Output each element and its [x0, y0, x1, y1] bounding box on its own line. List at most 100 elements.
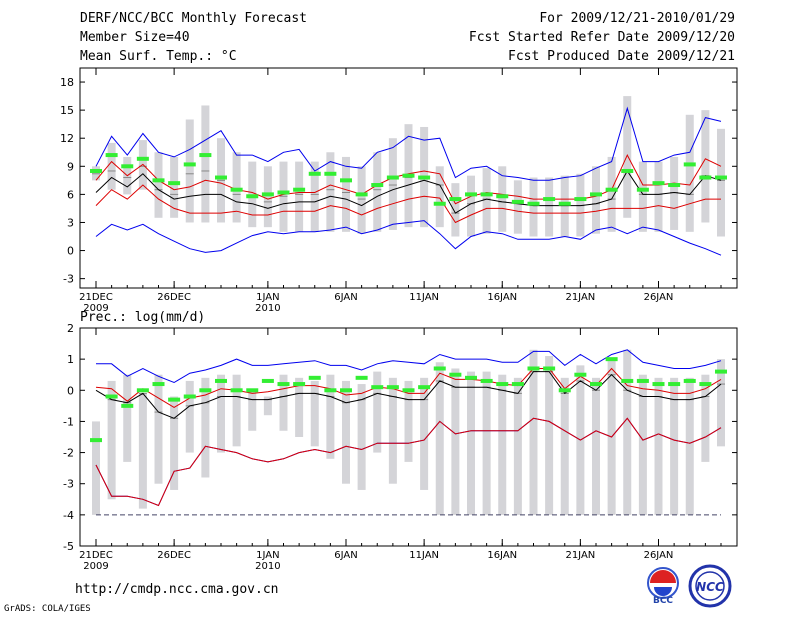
obs-marker	[683, 378, 696, 383]
ensemble-box	[435, 362, 444, 515]
x-tick-label: 21DEC	[79, 292, 113, 303]
y-tick-label: -1	[63, 415, 74, 428]
ensemble-box	[513, 180, 522, 234]
obs-marker	[230, 187, 243, 192]
x-tick-label: 1JAN	[256, 550, 279, 561]
obs-marker	[574, 372, 587, 377]
obs-marker	[199, 153, 212, 158]
ensemble-box	[342, 156, 350, 232]
ensemble-box	[498, 374, 507, 515]
ensemble-box	[638, 161, 647, 232]
obs-marker	[136, 388, 149, 393]
ensemble-box	[420, 377, 429, 490]
obs-marker	[558, 388, 571, 393]
obs-marker	[215, 378, 227, 383]
obs-marker	[496, 382, 509, 387]
x-tick-label: 11JAN	[409, 550, 439, 561]
y-tick-label: -2	[63, 447, 74, 460]
obs-marker	[340, 388, 352, 393]
series-upper-line	[95, 184, 721, 224]
ensemble-box	[670, 377, 679, 515]
obs-marker	[636, 378, 649, 383]
obs-marker	[590, 382, 602, 387]
ensemble-box	[357, 166, 366, 234]
obs-marker	[230, 388, 243, 393]
obs-marker	[683, 162, 696, 167]
obs-marker	[433, 201, 446, 206]
variable-label: Mean Surf. Temp.: °C	[80, 49, 237, 64]
obs-marker	[668, 183, 681, 188]
ensemble-box	[185, 380, 194, 453]
ensemble-box	[545, 356, 554, 515]
obs-marker	[261, 378, 274, 383]
obs-marker	[90, 438, 102, 443]
obs-marker	[355, 192, 368, 197]
obs-marker	[105, 153, 118, 158]
obs-marker	[246, 388, 259, 393]
y-tick-label: 15	[60, 104, 74, 117]
obs-marker	[480, 192, 493, 197]
ensemble-box	[529, 177, 538, 237]
x-tick-year-label: 2010	[255, 561, 280, 572]
ensemble-box	[295, 161, 304, 232]
x-tick-label: 6JAN	[334, 550, 357, 561]
ensemble-box	[701, 374, 710, 462]
obs-marker	[621, 378, 634, 383]
grads-credit: GrADS: COLA/IGES	[4, 604, 91, 614]
ensemble-box	[248, 390, 257, 431]
obs-marker	[496, 194, 509, 199]
ensemble-box	[154, 152, 163, 218]
ensemble-box	[232, 152, 241, 223]
ensemble-box	[545, 177, 554, 237]
ensemble-box	[638, 374, 647, 515]
obs-marker	[511, 382, 524, 387]
forecast-period: For 2009/12/21-2010/01/29	[539, 11, 735, 26]
obs-marker	[433, 366, 446, 371]
x-tick-label: 26DEC	[157, 550, 191, 561]
ensemble-box	[623, 349, 632, 515]
obs-marker	[621, 168, 634, 173]
x-tick-year-label: 2009	[83, 303, 108, 314]
obs-marker	[293, 187, 306, 192]
obs-marker	[605, 187, 618, 192]
obs-marker	[371, 385, 384, 390]
obs-marker	[183, 162, 196, 167]
obs-marker	[121, 403, 134, 408]
obs-marker	[308, 171, 321, 176]
x-tick-label: 26JAN	[644, 292, 674, 303]
obs-marker	[699, 175, 712, 180]
obs-marker	[480, 378, 493, 383]
y-tick-label: 6	[67, 188, 74, 201]
ensemble-box	[498, 166, 507, 232]
x-tick-label: 16JAN	[487, 292, 517, 303]
obs-marker	[402, 388, 415, 393]
obs-marker	[340, 178, 352, 183]
ensemble-box	[482, 371, 491, 515]
y-tick-label: -5	[63, 540, 74, 553]
series-lower-line	[95, 417, 722, 507]
obs-marker	[355, 375, 368, 380]
ensemble-box	[342, 380, 350, 484]
obs-marker	[105, 394, 118, 399]
ensemble-box	[654, 161, 663, 232]
x-tick-label: 11JAN	[409, 292, 439, 303]
x-tick-year-label: 2010	[255, 303, 280, 314]
ensemble-box	[560, 377, 569, 515]
y-tick-label: 2	[67, 322, 74, 335]
obs-marker	[215, 175, 227, 180]
member-size: Member Size=40	[80, 30, 190, 45]
ncc-logo-text: NCC	[696, 580, 724, 594]
ensemble-box	[310, 380, 319, 447]
x-tick-label: 21JAN	[565, 550, 595, 561]
ensemble-box	[263, 166, 272, 228]
y-tick-label: -4	[63, 509, 74, 522]
obs-marker	[449, 372, 462, 377]
y-tick-label: 0	[67, 384, 74, 397]
ensemble-box	[232, 374, 241, 447]
source-url[interactable]: http://cmdp.ncc.cma.gov.cn	[75, 582, 279, 597]
y-tick-label: 3	[67, 216, 74, 229]
obs-marker	[449, 197, 462, 202]
ensemble-box	[513, 377, 522, 515]
ensemble-box	[435, 166, 444, 228]
